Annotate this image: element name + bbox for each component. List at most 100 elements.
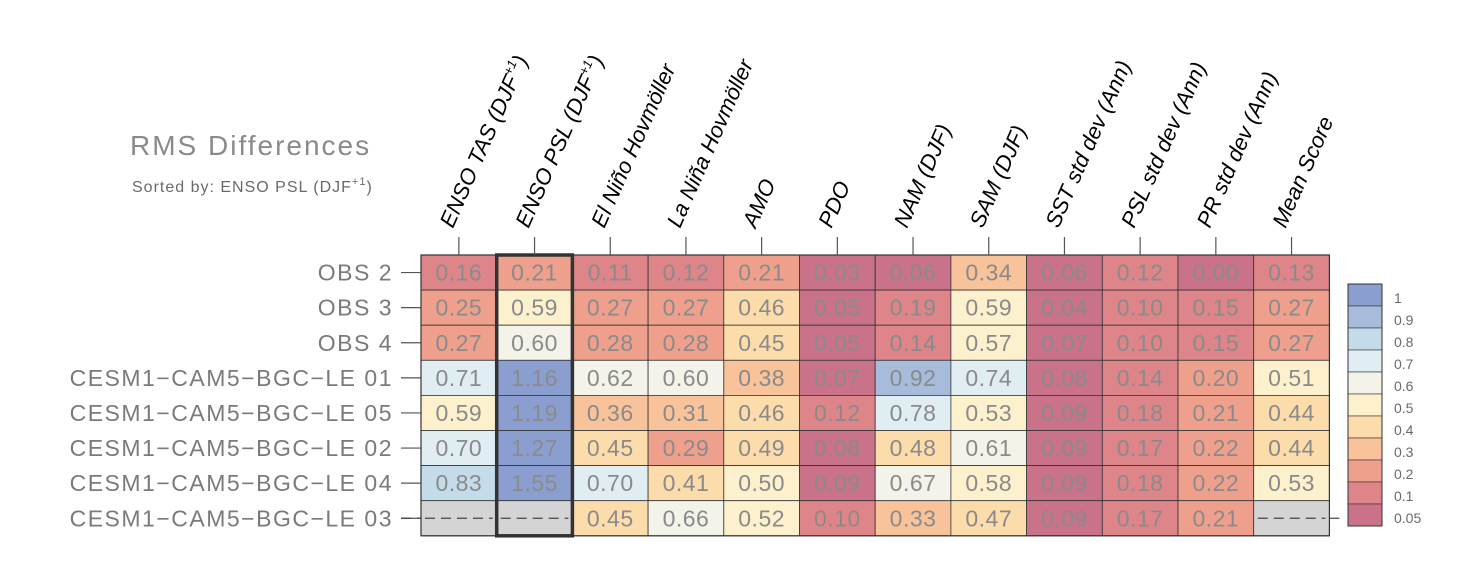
cell-value: 0.52 xyxy=(738,505,785,531)
colorbar-tick-label: 0.5 xyxy=(1394,400,1414,416)
cell-value: 0.03 xyxy=(814,260,861,286)
colorbar-bin xyxy=(1347,327,1383,351)
cell-value: 0.12 xyxy=(1117,260,1164,286)
row-label: OBS 4 xyxy=(318,330,393,356)
cell-value: 0.51 xyxy=(1268,365,1315,391)
cell-value: 0.17 xyxy=(1117,435,1164,461)
heatmap-cell xyxy=(1101,254,1179,291)
chart-title: RMS Differences xyxy=(130,130,371,161)
heatmap-cell xyxy=(1177,465,1255,502)
heatmap-cell xyxy=(723,500,800,537)
cell-value: 0.06 xyxy=(890,260,937,286)
colorbar-tick-label: 0.7 xyxy=(1394,356,1414,372)
heatmap-cell xyxy=(1026,289,1103,326)
column-label: Mean Score xyxy=(1267,112,1338,231)
heatmap-cell xyxy=(1026,430,1103,466)
cell-value: 0.09 xyxy=(1041,400,1088,426)
cell-value: 0.46 xyxy=(738,295,785,321)
heatmap-cell xyxy=(1026,359,1103,396)
heatmap-cell xyxy=(1101,289,1179,326)
cell-value: 0.05 xyxy=(814,295,861,321)
heatmap-cell xyxy=(1253,324,1330,361)
cell-value: 0.78 xyxy=(890,400,937,426)
colorbar-bin xyxy=(1347,393,1383,417)
cell-value: 0.12 xyxy=(814,400,861,426)
column-label: SST std dev (Ann) xyxy=(1040,57,1136,231)
heatmap-cell xyxy=(799,465,876,502)
heatmap-cell xyxy=(874,465,952,502)
cell-value: 0.67 xyxy=(890,470,937,496)
cell-value: 0.27 xyxy=(587,295,634,321)
column-label: AMO xyxy=(737,175,781,233)
heatmap-cell xyxy=(1101,430,1179,466)
heatmap-cell xyxy=(496,254,573,291)
cell-value: 0.14 xyxy=(1117,365,1164,391)
cell-value: 0.19 xyxy=(890,295,937,321)
heatmap-cell xyxy=(799,359,876,396)
cell-value: 0.07 xyxy=(814,365,861,391)
chart-subtitle-superscript: +1 xyxy=(352,176,367,188)
cell-value: 0.07 xyxy=(1041,330,1088,356)
colorbar-tick-label: 0.05 xyxy=(1394,510,1421,526)
cell-value: 0.71 xyxy=(435,365,482,391)
cell-value: 0.18 xyxy=(1117,400,1164,426)
heatmap-cell xyxy=(420,465,498,502)
cell-value: 0.21 xyxy=(738,260,785,286)
cell-value: 0.25 xyxy=(435,295,482,321)
cell-value: 0.31 xyxy=(663,400,710,426)
cell-value: 0.45 xyxy=(587,435,634,461)
colorbar-bin xyxy=(1347,459,1383,483)
cell-value: 0.45 xyxy=(738,330,785,356)
colorbar-tick-label: 0.2 xyxy=(1394,466,1414,482)
heatmap-cell xyxy=(723,324,800,361)
row-label: CESM1−CAM5−BGC−LE 03 xyxy=(70,505,393,531)
cell-value: 0.83 xyxy=(435,470,482,496)
cell-value: 0.22 xyxy=(1192,470,1239,496)
row-label: OBS 2 xyxy=(318,260,393,286)
colorbar-tick-label: 0.9 xyxy=(1394,312,1414,328)
cell-value: 0.45 xyxy=(587,505,634,531)
colorbar-bin xyxy=(1347,283,1383,307)
heatmap-cell xyxy=(420,324,498,361)
heatmap-cell xyxy=(799,289,876,326)
cell-value: 0.20 xyxy=(1192,365,1239,391)
colorbar-bin xyxy=(1347,437,1383,461)
cell-value: 0.59 xyxy=(965,295,1012,321)
cell-value: 0.15 xyxy=(1192,330,1239,356)
heatmap-cell xyxy=(496,394,573,431)
colorbar-tick-label: 0.6 xyxy=(1394,378,1414,394)
cell-value: 1.19 xyxy=(511,400,558,426)
row-label: CESM1−CAM5−BGC−LE 01 xyxy=(70,365,393,391)
heatmap-cell xyxy=(799,430,876,466)
cell-value: 0.09 xyxy=(1041,470,1088,496)
row-label: CESM1−CAM5−BGC−LE 02 xyxy=(70,435,393,461)
heatmap-cell xyxy=(1101,359,1179,396)
cell-value: 0.58 xyxy=(965,470,1012,496)
cell-value: 0.27 xyxy=(663,295,710,321)
heatmap-cell xyxy=(647,430,725,466)
cell-value: 0.14 xyxy=(890,330,937,356)
heatmap-cell xyxy=(723,394,800,431)
colorbar-tick-label: 0.4 xyxy=(1394,422,1414,438)
heatmap-cell xyxy=(647,465,725,502)
heatmap-cell xyxy=(572,465,649,502)
heatmap-cell xyxy=(874,394,952,431)
cell-value: 0.53 xyxy=(1268,470,1315,496)
cell-value: 0.11 xyxy=(588,260,633,286)
heatmap-cell xyxy=(799,254,876,291)
colorbar-frame xyxy=(1347,283,1383,527)
colorbar-bin xyxy=(1347,371,1383,395)
heatmap-cell xyxy=(799,394,876,431)
cell-value: 0.09 xyxy=(814,470,861,496)
cell-value: 0.53 xyxy=(965,400,1012,426)
cell-value: 0.21 xyxy=(511,260,558,286)
heatmap-cell xyxy=(874,430,952,466)
heatmap-cell xyxy=(723,465,800,502)
heatmap-cell xyxy=(874,359,952,396)
cell-value: 0.33 xyxy=(890,505,937,531)
colorbar-bin xyxy=(1347,481,1383,505)
cell-value: 0.38 xyxy=(738,365,785,391)
heatmap-cell xyxy=(874,289,952,326)
